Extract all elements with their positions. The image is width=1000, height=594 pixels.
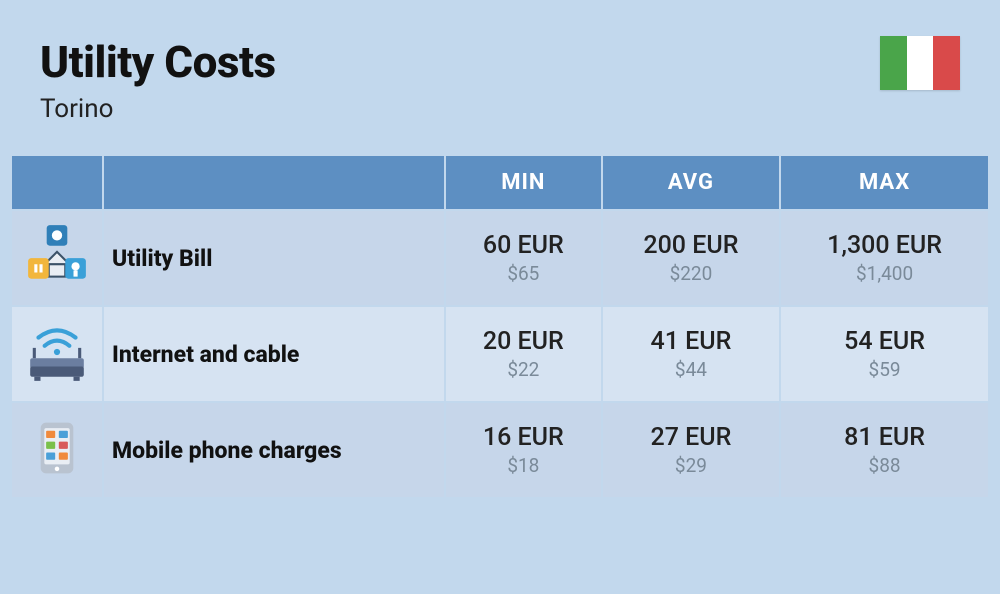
table-row: Internet and cable20 EUR$2241 EUR$4454 E… [12, 307, 988, 401]
value-cell: 200 EUR$220 [603, 211, 779, 305]
value-usd: $1,400 [791, 262, 978, 285]
header-blank-icon [12, 156, 102, 209]
page-subtitle: Torino [40, 94, 960, 124]
value-usd: $65 [456, 262, 591, 285]
header-min: MIN [446, 156, 601, 209]
table-row: Mobile phone charges16 EUR$1827 EUR$2981… [12, 403, 988, 497]
value-eur: 41 EUR [613, 327, 769, 356]
value-eur: 200 EUR [613, 231, 769, 260]
header-blank-label [104, 156, 444, 209]
value-eur: 27 EUR [613, 423, 769, 452]
row-label: Utility Bill [104, 211, 444, 305]
value-usd: $220 [613, 262, 769, 285]
value-eur: 60 EUR [456, 231, 591, 260]
value-cell: 20 EUR$22 [446, 307, 601, 401]
phone-icon [12, 403, 102, 497]
value-cell: 54 EUR$59 [781, 307, 988, 401]
value-eur: 16 EUR [456, 423, 591, 452]
value-cell: 41 EUR$44 [603, 307, 779, 401]
flag-italy [880, 36, 960, 90]
value-cell: 16 EUR$18 [446, 403, 601, 497]
value-cell: 27 EUR$29 [603, 403, 779, 497]
value-usd: $18 [456, 454, 591, 477]
flag-stripe-green [880, 36, 907, 90]
value-usd: $44 [613, 358, 769, 381]
value-eur: 81 EUR [791, 423, 978, 452]
value-cell: 60 EUR$65 [446, 211, 601, 305]
router-icon [12, 307, 102, 401]
value-cell: 1,300 EUR$1,400 [781, 211, 988, 305]
header-avg: AVG [603, 156, 779, 209]
value-usd: $59 [791, 358, 978, 381]
header: Utility Costs Torino [0, 0, 1000, 154]
flag-stripe-red [933, 36, 960, 90]
utility-icon [12, 211, 102, 305]
header-max: MAX [781, 156, 988, 209]
value-eur: 20 EUR [456, 327, 591, 356]
value-eur: 54 EUR [791, 327, 978, 356]
table-row: Utility Bill60 EUR$65200 EUR$2201,300 EU… [12, 211, 988, 305]
page-title: Utility Costs [40, 36, 960, 88]
flag-stripe-white [907, 36, 934, 90]
table-header-row: MIN AVG MAX [12, 156, 988, 209]
value-usd: $22 [456, 358, 591, 381]
value-usd: $29 [613, 454, 769, 477]
value-eur: 1,300 EUR [791, 231, 978, 260]
value-cell: 81 EUR$88 [781, 403, 988, 497]
value-usd: $88 [791, 454, 978, 477]
row-label: Internet and cable [104, 307, 444, 401]
utility-table: MIN AVG MAX Utility Bill60 EUR$65200 EUR… [0, 154, 1000, 499]
row-label: Mobile phone charges [104, 403, 444, 497]
